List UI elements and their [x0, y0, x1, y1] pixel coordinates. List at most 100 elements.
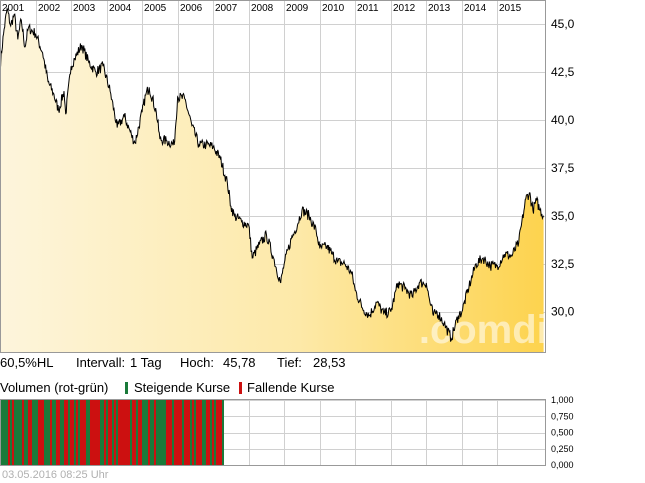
y-tick-label: 40,0 — [551, 113, 575, 127]
volume-bar — [148, 400, 150, 465]
year-label: 2002 — [38, 3, 61, 14]
timestamp: 03.05.2016 08:25 Uhr — [2, 469, 109, 481]
volume-bar — [88, 400, 90, 465]
price-line — [0, 7, 545, 342]
y-tick-label: 42,5 — [551, 65, 575, 79]
volume-bar — [122, 400, 124, 465]
rising-label: Steigende Kurse — [134, 380, 231, 395]
volume-bar — [104, 400, 106, 465]
volume-bar — [108, 400, 110, 465]
volume-bar — [92, 400, 94, 465]
volume-bar — [42, 400, 44, 465]
volume-bar — [76, 400, 78, 465]
volume-bar — [98, 400, 100, 465]
volume-bar — [28, 400, 30, 465]
y-tick-label: 37,5 — [551, 161, 575, 175]
volume-bar — [136, 400, 138, 465]
year-label: 2005 — [144, 3, 167, 14]
volume-bar — [106, 400, 108, 465]
x-axis-labels: 2001 2002 2003 2004 2005 2006 2007 2008 2009 2010… — [2, 3, 522, 14]
volume-bar — [48, 400, 50, 465]
volume-bar — [142, 400, 144, 465]
volume-bar — [86, 400, 88, 465]
volume-bar — [36, 400, 38, 465]
volume-bar — [208, 400, 210, 465]
volume-bar — [152, 400, 154, 465]
range-value: 60,5%HL — [0, 355, 54, 370]
interval-label: Intervall: — [76, 355, 126, 370]
volume-bar — [144, 400, 146, 465]
volume-bar — [34, 400, 36, 465]
volume-bar — [180, 400, 182, 465]
volume-bar — [140, 400, 142, 465]
volume-bar — [200, 400, 202, 465]
volume-bar — [154, 400, 156, 465]
year-label: 2006 — [180, 3, 203, 14]
volume-bar — [24, 400, 26, 465]
price-area — [0, 8, 544, 352]
low-label: Tief: — [277, 355, 302, 370]
volume-bar — [22, 400, 24, 465]
volume-bar — [110, 400, 112, 465]
volume-bar — [130, 400, 132, 465]
volume-bar — [14, 400, 16, 465]
volume-bar — [26, 400, 28, 465]
volume-bar — [38, 400, 40, 465]
volume-title: Volumen (rot-grün) — [0, 380, 109, 395]
volume-tick-label: 0,000 — [551, 460, 574, 470]
volume-bar — [214, 400, 216, 465]
volume-tick-label: 1,000 — [551, 395, 574, 405]
volume-bar — [102, 400, 104, 465]
volume-bar — [58, 400, 60, 465]
y-tick-label: 32,5 — [551, 257, 575, 271]
volume-bar — [186, 400, 188, 465]
volume-bar — [168, 400, 170, 465]
volume-bar — [30, 400, 32, 465]
volume-bar — [128, 400, 130, 465]
volume-bar — [166, 400, 168, 465]
volume-bar — [64, 400, 66, 465]
volume-bar — [82, 400, 84, 465]
volume-bar — [206, 400, 208, 465]
volume-bar — [40, 400, 42, 465]
volume-bar — [202, 400, 204, 465]
falling-label: Fallende Kurse — [247, 380, 335, 395]
volume-bar — [12, 400, 14, 465]
volume-bar — [174, 400, 176, 465]
volume-bar — [196, 400, 198, 465]
y-tick-label: 35,0 — [551, 209, 575, 223]
volume-bar — [118, 400, 120, 465]
price-grid — [0, 1, 545, 352]
high-label: Hoch: — [180, 355, 214, 370]
volume-bar — [2, 400, 4, 465]
volume-bar — [18, 400, 20, 465]
volume-bar — [112, 400, 114, 465]
falling-swatch — [239, 382, 242, 394]
year-label: 2011 — [357, 3, 379, 14]
y-axis-labels: 45,0 42,5 40,0 37,5 35,0 32,5 30,0 — [551, 17, 575, 319]
volume-bar — [46, 400, 48, 465]
volume-bar — [182, 400, 184, 465]
volume-bar — [120, 400, 122, 465]
volume-bar — [204, 400, 206, 465]
volume-bar — [134, 400, 136, 465]
volume-bar — [16, 400, 18, 465]
volume-bar — [190, 400, 192, 465]
volume-bar — [158, 400, 160, 465]
volume-bar — [80, 400, 82, 465]
volume-bar — [170, 400, 172, 465]
year-label: 2012 — [393, 3, 416, 14]
volume-bar — [220, 400, 222, 465]
year-label: 2007 — [215, 3, 238, 14]
volume-bar — [94, 400, 96, 465]
y-tick-label: 45,0 — [551, 17, 575, 31]
volume-bar — [70, 400, 72, 465]
volume-bar — [150, 400, 152, 465]
volume-bar — [194, 400, 196, 465]
volume-bar — [78, 400, 80, 465]
rising-swatch — [125, 382, 128, 394]
volume-bar — [8, 400, 10, 465]
volume-tick-label: 0,500 — [551, 428, 574, 438]
year-label: 2009 — [286, 3, 309, 14]
year-label: 2004 — [109, 3, 132, 14]
